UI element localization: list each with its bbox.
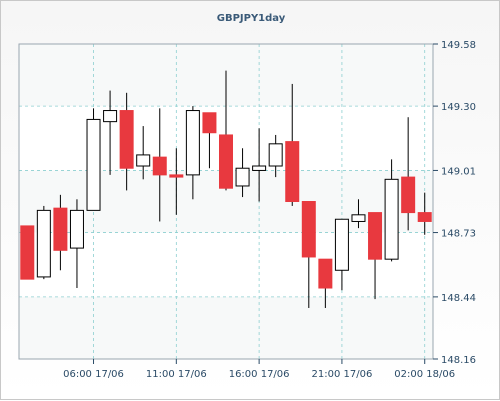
candle-body xyxy=(36,209,51,278)
candle-down xyxy=(417,192,432,235)
candle-body xyxy=(417,212,432,222)
candle-body xyxy=(20,225,35,280)
candle-body xyxy=(368,212,383,260)
candle-body xyxy=(285,141,300,203)
candle-down xyxy=(285,83,300,206)
y-tick-label: 149.30 xyxy=(441,102,476,113)
candle-up xyxy=(86,108,101,211)
x-tick-label: 16:00 17/06 xyxy=(229,369,290,380)
y-tick-label: 149.58 xyxy=(441,40,476,51)
candle-up xyxy=(334,218,349,291)
candle-body xyxy=(136,154,151,167)
candle-up xyxy=(351,199,366,229)
candle-down xyxy=(152,108,167,222)
candle-body xyxy=(268,143,283,167)
candle-body xyxy=(301,201,316,258)
candle-body xyxy=(252,165,267,171)
candle-body xyxy=(318,258,333,289)
candle-body xyxy=(103,110,118,123)
candle-down xyxy=(169,148,184,215)
plot-border xyxy=(18,43,434,360)
candle-down xyxy=(401,117,416,231)
candle-body xyxy=(351,214,366,222)
candle-body xyxy=(334,218,349,271)
x-tick-label: 11:00 17/06 xyxy=(146,369,207,380)
candle-up xyxy=(235,148,250,198)
candle-up xyxy=(136,126,151,180)
candle-body xyxy=(235,167,250,187)
candle-body xyxy=(219,134,233,189)
candle-body xyxy=(401,176,416,214)
candle-up xyxy=(268,134,283,178)
candle-down xyxy=(301,201,316,308)
y-tick-label: 149.01 xyxy=(441,166,476,177)
candle-body xyxy=(169,174,184,178)
candle-up xyxy=(69,199,84,289)
candle-up xyxy=(103,90,118,175)
candle-up xyxy=(384,159,399,262)
candle-body xyxy=(69,209,84,249)
candle-down xyxy=(53,194,68,271)
candle-up xyxy=(185,106,200,200)
candle-body xyxy=(86,118,101,211)
x-tick-label: 02:00 18/06 xyxy=(394,369,455,380)
chart-title: GBPJPY1day xyxy=(216,13,286,24)
candle-down xyxy=(219,70,233,191)
candle-body xyxy=(185,110,200,176)
candle-down xyxy=(368,212,383,300)
candle-body xyxy=(152,156,167,176)
candle-down xyxy=(318,258,333,308)
candle-down xyxy=(20,225,35,280)
candle-down xyxy=(119,92,134,191)
y-tick-label: 148.44 xyxy=(441,293,476,304)
candle-body xyxy=(119,110,134,169)
grid-band xyxy=(19,296,433,359)
candle-body xyxy=(53,207,68,251)
candle-body xyxy=(202,112,217,134)
candle-body xyxy=(384,178,399,260)
x-tick-label: 06:00 17/06 xyxy=(63,369,124,380)
x-tick-label: 21:00 17/06 xyxy=(312,369,373,380)
y-tick-label: 148.73 xyxy=(441,229,476,240)
y-tick-label: 148.16 xyxy=(441,355,476,366)
candle-up xyxy=(252,128,267,202)
candle-up xyxy=(36,205,51,280)
candle-down xyxy=(202,112,217,169)
